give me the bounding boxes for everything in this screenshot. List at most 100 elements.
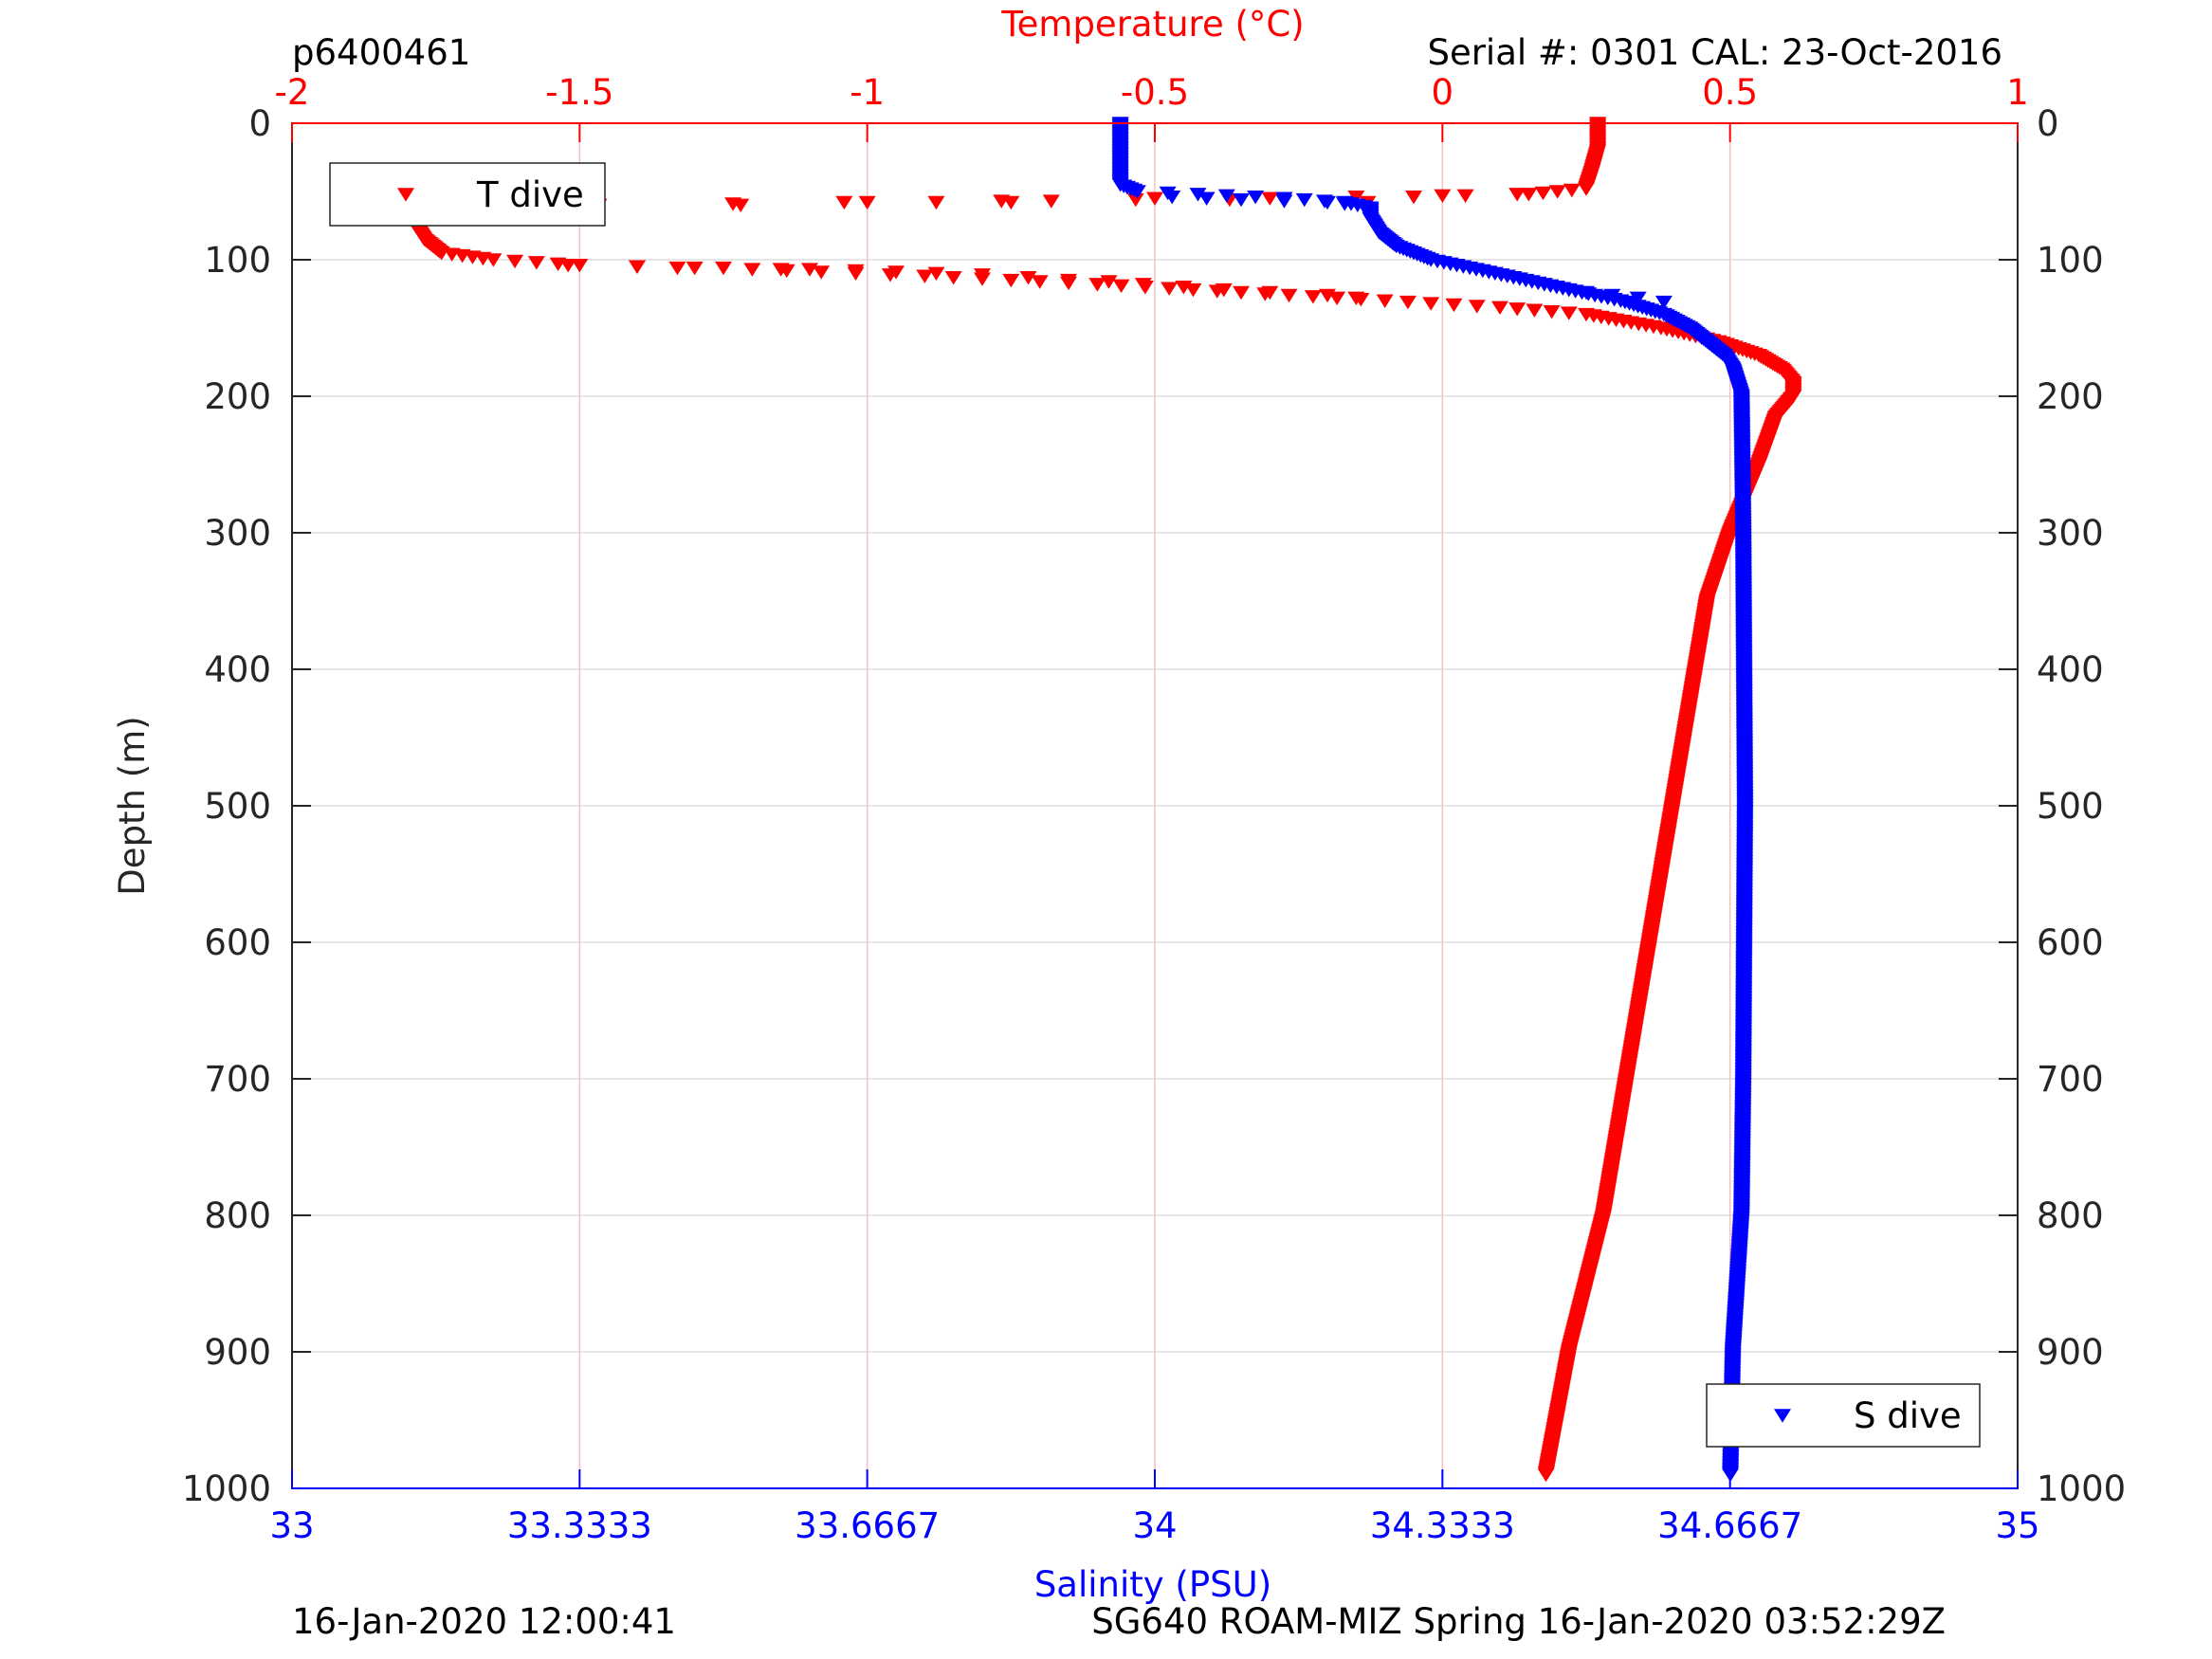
plot-time-label: 16-Jan-2020 12:00:41: [292, 1601, 676, 1642]
depth-tick-label-right: 400: [2037, 649, 2104, 690]
salinity-tick-label: 34: [1132, 1505, 1177, 1546]
temperature-point: [1508, 188, 1526, 202]
temperature-point: [559, 259, 577, 273]
depth-tick-label-right: 500: [2037, 786, 2104, 827]
temperature-point: [1184, 283, 1202, 298]
salinity-point: [1654, 295, 1673, 310]
temperature-point: [1261, 191, 1279, 206]
temperature-point: [1019, 270, 1037, 285]
salinity-point: [1247, 191, 1265, 205]
depth-tick-label-right: 900: [2037, 1332, 2104, 1373]
salinity-point: [1578, 285, 1595, 301]
temperature-tick-label: -1.5: [545, 72, 613, 113]
temperature-point: [1405, 191, 1422, 205]
temperature-tick-label: 1: [2006, 72, 2029, 113]
temperature-point: [1042, 194, 1060, 209]
temperature-point: [1578, 182, 1595, 196]
temperature-legend: T dive: [329, 162, 606, 227]
temperature-point: [1347, 291, 1365, 305]
data-points: [398, 117, 1802, 1483]
depth-tick-label-left: 400: [204, 649, 271, 690]
salinity-point: [1275, 194, 1293, 209]
temperature-point: [1175, 281, 1193, 295]
temperature-point: [1319, 288, 1336, 303]
depth-tick-label-left: 700: [204, 1059, 271, 1100]
salinity-point: [1629, 291, 1647, 305]
salinity-point: [1197, 191, 1216, 206]
depth-axis-title: Depth (m): [112, 716, 153, 895]
salinity-tick-label: 34.6667: [1657, 1505, 1802, 1546]
depth-tick-label-right: 200: [2037, 376, 2104, 417]
temperature-point: [1543, 304, 1561, 319]
temperature-point: [1100, 275, 1118, 289]
temperature-point: [1456, 189, 1474, 203]
temperature-tick-label: -1: [850, 72, 885, 113]
temperature-point: [1347, 191, 1365, 205]
temperature-point: [1422, 297, 1440, 311]
temperature-point: [1434, 189, 1452, 203]
salinity-tick-label: 34.3333: [1370, 1505, 1515, 1546]
temperature-point: [927, 266, 945, 282]
depth-tick-label-right: 0: [2037, 103, 2059, 144]
salinity-point: [1295, 192, 1313, 208]
depth-tick-label-left: 200: [204, 376, 271, 417]
legends: T dive S dive: [329, 162, 1981, 1448]
salinity-tick-label: 33.6667: [795, 1505, 940, 1546]
temperature-point: [1468, 300, 1486, 314]
temperature-point: [715, 261, 732, 276]
salinity-tick-label: 35: [1995, 1505, 2039, 1546]
temperature-point: [944, 270, 962, 285]
temperature-tick-label: 0: [1432, 72, 1454, 113]
salinity-legend-box: [1706, 1383, 1981, 1448]
depth-tick-label-left: 100: [204, 240, 271, 281]
depth-tick-label-right: 1000: [2037, 1468, 2126, 1509]
temperature-point: [1548, 185, 1566, 199]
temperature-point: [916, 269, 934, 283]
temperature-tick-label: -2: [275, 72, 310, 113]
temperature-point: [506, 254, 524, 269]
temperature-tick-label: 0.5: [1702, 72, 1758, 113]
temperature-point: [772, 263, 790, 277]
temperature-point: [1233, 285, 1250, 301]
temperature-point: [1491, 301, 1508, 316]
temperature-point: [1126, 192, 1144, 208]
temperature-point: [1537, 1468, 1555, 1483]
temperature-point: [1526, 303, 1544, 318]
temperature-point: [1031, 275, 1049, 289]
depth-tick-label-left: 300: [204, 513, 271, 554]
temperature-point: [1088, 278, 1106, 292]
depth-tick-label-left: 500: [204, 786, 271, 827]
salinity-point: [1233, 192, 1250, 208]
depth-tick-label-left: 1000: [182, 1468, 271, 1509]
depth-tick-label-right: 300: [2037, 513, 2104, 554]
temperature-tick-label: -0.5: [1121, 72, 1189, 113]
temperature-point: [847, 264, 865, 279]
temperature-point: [1508, 302, 1526, 317]
temperature-point: [858, 195, 876, 210]
salinity-tick-label: 33.3333: [507, 1505, 652, 1546]
depth-tick-label-left: 600: [204, 922, 271, 963]
temperature-point: [1398, 295, 1417, 310]
temperature-series: [398, 117, 1802, 1483]
temperature-point: [1280, 288, 1298, 303]
temperature-point: [1161, 282, 1179, 296]
depth-tick-label-right: 700: [2037, 1059, 2104, 1100]
temperature-point: [1261, 285, 1279, 301]
salinity-legend-marker: [1774, 1409, 1791, 1423]
salinity-point: [1189, 188, 1207, 202]
salinity-point: [1603, 288, 1621, 303]
temperature-legend-box: [329, 162, 606, 227]
depth-tick-label-left: 0: [248, 103, 271, 144]
dive-id-label: p6400461: [292, 32, 470, 73]
temperature-point: [887, 265, 905, 280]
temperature-point: [1563, 183, 1581, 198]
temperature-point: [835, 195, 853, 210]
temperature-point: [571, 259, 589, 273]
temperature-legend-label: T dive: [476, 174, 584, 215]
temperature-point: [1520, 188, 1538, 202]
temperature-point: [1376, 294, 1394, 308]
temperature-point: [1060, 273, 1077, 288]
salinity-point: [1336, 197, 1354, 211]
temperature-point: [1146, 191, 1163, 206]
